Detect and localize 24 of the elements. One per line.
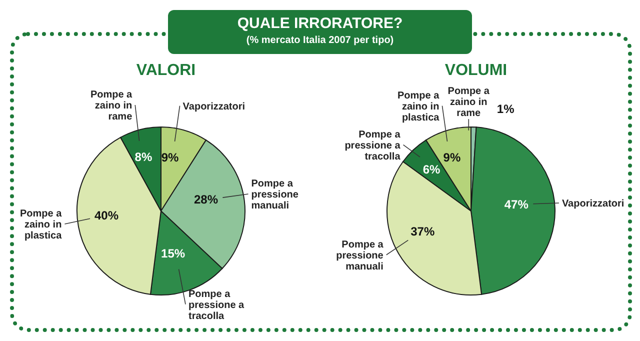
slice-label: Pompe a pressione manuali <box>336 239 384 272</box>
data-label: 6% <box>422 162 440 176</box>
data-label: 9% <box>161 150 180 165</box>
data-label: 37% <box>410 224 435 239</box>
text: (% mercato Italia 2007 per tipo) <box>245 35 395 46</box>
slice-label: Vaporizzatori <box>182 101 246 112</box>
slice-label: Pompe a zaino in rame <box>448 86 490 120</box>
data-label: 1% <box>496 102 515 116</box>
data-label: 15% <box>161 246 186 260</box>
data-label: 40% <box>94 208 119 222</box>
data-label: 47% <box>504 197 529 212</box>
slice-label: Vaporizzatori <box>562 198 624 210</box>
chart-title: VOLUMI <box>444 62 508 80</box>
data-label: 8% <box>134 150 152 164</box>
data-label: 9% <box>443 150 461 165</box>
slice-label: Pompe a pressione manuali <box>251 178 299 212</box>
data-label: 28% <box>194 192 218 207</box>
slice-label: Pompe a pressione a tracolla <box>344 129 401 162</box>
slice-label: Pompe a zaino in rame <box>90 90 133 123</box>
chart-title: VALORI <box>135 62 197 80</box>
text: QUALE IRRORATORE? <box>236 15 404 32</box>
slice-label: Pompe a zaino in plastica <box>20 208 62 242</box>
slice-label: Pompe a pressione a tracolla <box>188 288 245 322</box>
slice-label: Pompe a zaino in plastica <box>398 90 440 124</box>
